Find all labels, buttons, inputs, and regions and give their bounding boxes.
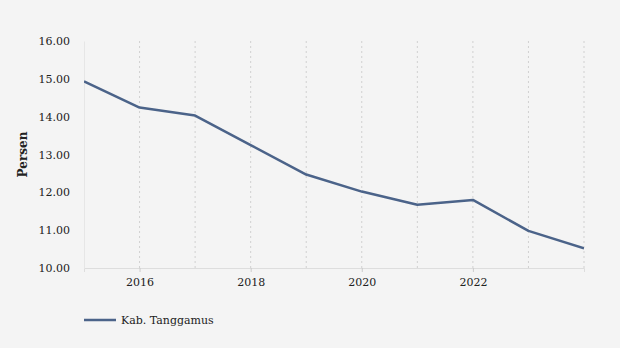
tick: 2022 (459, 268, 487, 289)
tick: 12.00 (39, 186, 85, 199)
y-axis: 10.00 11.00 12.00 13.00 14.00 15.00 16.00 (39, 35, 85, 275)
tick: 2020 (348, 268, 376, 289)
tick-label: 2022 (459, 276, 487, 289)
tick: 14.00 (39, 111, 85, 124)
grid-line (195, 41, 196, 268)
tick-label: 16.00 (39, 35, 71, 48)
tick-label: 14.00 (39, 111, 71, 124)
grid-line (472, 41, 473, 268)
grid-line (417, 41, 418, 268)
tick-label: 2020 (348, 276, 376, 289)
tick-mark (362, 268, 363, 272)
tick-label: 15.00 (39, 73, 71, 86)
tick: 16.00 (39, 35, 85, 48)
tick-label: 12.00 (39, 186, 71, 199)
legend-swatch (84, 319, 116, 322)
tick-label: 13.00 (39, 149, 71, 162)
legend-label: Kab. Tanggamus (121, 314, 214, 327)
tick-mark (473, 268, 474, 272)
series-line (84, 81, 584, 248)
grid-line (306, 41, 307, 268)
grid-line (139, 41, 140, 268)
tick-label: 11.00 (39, 224, 71, 237)
grid-line (361, 41, 362, 268)
tick: 2016 (126, 268, 154, 289)
plot-area (84, 81, 584, 248)
tick: 11.00 (39, 224, 85, 237)
tick-label: 2018 (237, 276, 265, 289)
grid-line (584, 41, 585, 268)
x-axis: 2016 2018 2020 2022 (85, 268, 585, 289)
tick: 2018 (237, 268, 265, 289)
y-axis-title: Persen (16, 131, 30, 177)
legend-item: Kab. Tanggamus (84, 314, 214, 327)
chart: 2016 2018 2020 2022 10.00 11.00 12.00 13.00 14.0… (0, 0, 620, 348)
grid-line (250, 41, 251, 268)
legend: Kab. Tanggamus (84, 314, 214, 327)
grid-line (528, 41, 529, 268)
tick: 10.00 (39, 262, 85, 275)
tick: 13.00 (39, 149, 85, 162)
tick: 15.00 (39, 73, 85, 86)
tick-label: 2016 (126, 276, 154, 289)
axis-line (84, 42, 85, 269)
tick-mark (251, 268, 252, 272)
axis-line (85, 269, 585, 273)
tick-label: 10.00 (39, 262, 71, 275)
grid (140, 41, 584, 268)
tick-mark (140, 268, 141, 272)
